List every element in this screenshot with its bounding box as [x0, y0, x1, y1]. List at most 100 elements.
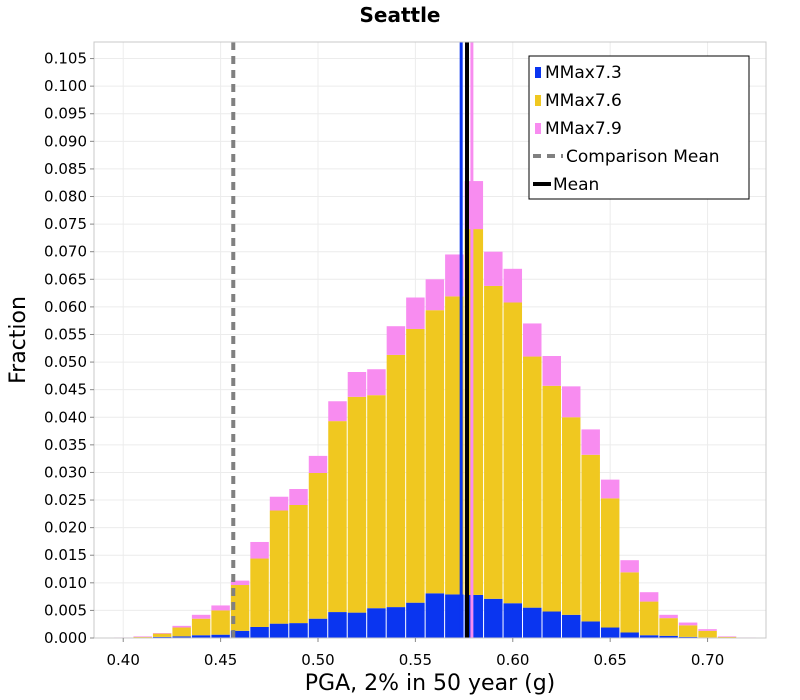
bar-mmax7-6-30: [698, 630, 717, 638]
bar-mmax7-3-3: [172, 636, 191, 638]
bar-mmax7-6-13: [367, 395, 386, 609]
bar-mmax7-6-29: [678, 625, 698, 637]
bar-mmax7-3-13: [367, 608, 386, 638]
bar-mmax7-6-10: [308, 472, 328, 619]
bar-mmax7-6-9: [289, 505, 308, 624]
bar-mmax7-6-31: [717, 636, 737, 638]
y-tick-label: 0.005: [44, 601, 87, 619]
y-tick-label: 0.080: [44, 188, 87, 206]
bar-mmax7-3-23: [561, 614, 581, 638]
bar-mmax7-6-19: [484, 285, 503, 599]
y-tick-label: 0.025: [44, 491, 87, 509]
bar-mmax7-9-17: [445, 254, 464, 297]
bar-mmax7-3-26: [620, 632, 639, 638]
bar-mmax7-6-25: [600, 498, 620, 628]
bar-mmax7-6-1: [133, 636, 152, 638]
y-tick-label: 0.015: [44, 546, 87, 564]
bar-mmax7-9-25: [600, 479, 620, 499]
bar-mmax7-6-26: [620, 572, 639, 633]
bar-mmax7-9-7: [250, 541, 269, 559]
bar-mmax7-3-6: [230, 630, 250, 638]
x-tick-label: 0.50: [301, 651, 334, 669]
y-tick-label: 0.105: [44, 50, 87, 68]
y-tick-label: 0.000: [44, 629, 87, 647]
legend-swatch-mmax7-6: [535, 95, 541, 106]
bar-mmax7-6-17: [445, 296, 464, 595]
bar-mmax7-3-25: [600, 627, 620, 638]
y-axis-title: Fraction: [6, 296, 31, 384]
bar-mmax7-3-28: [659, 635, 678, 638]
x-tick-label: 0.60: [496, 651, 529, 669]
bar-mmax7-3-24: [581, 621, 600, 638]
bar-mmax7-6-2: [152, 633, 172, 637]
y-tick-label: 0.060: [44, 298, 87, 316]
legend-label-comparison-mean: Comparison Mean: [566, 147, 720, 167]
bar-mmax7-6-11: [328, 421, 347, 613]
bar-mmax7-3-17: [445, 594, 464, 638]
bar-mmax7-6-7: [250, 558, 269, 627]
bar-mmax7-6-8: [269, 510, 289, 624]
bar-mmax7-9-18: [464, 181, 484, 230]
bar-mmax7-9-1: [133, 636, 152, 637]
bar-mmax7-9-10: [308, 455, 328, 473]
bar-mmax7-6-20: [503, 302, 523, 604]
bar-mmax7-3-29: [678, 636, 698, 638]
bar-mmax7-3-12: [347, 612, 367, 638]
bar-mmax7-3-22: [542, 611, 561, 638]
bar-mmax7-3-10: [308, 618, 328, 638]
bar-mmax7-3-21: [523, 607, 542, 638]
bar-mmax7-6-6: [230, 585, 250, 631]
legend: MMax7.3 MMax7.6 MMax7.9 Comparison Mean Mean: [528, 55, 750, 200]
bar-mmax7-3-4: [191, 635, 211, 638]
x-tick-label: 0.65: [593, 651, 626, 669]
bar-mmax7-6-4: [191, 618, 211, 636]
y-tick-label: 0.065: [44, 270, 87, 288]
bar-mmax7-3-15: [406, 602, 425, 638]
bar-mmax7-6-27: [639, 601, 659, 636]
bar-mmax7-9-11: [328, 401, 347, 422]
bar-mmax7-9-28: [659, 614, 678, 619]
bar-mmax7-6-12: [347, 396, 367, 613]
legend-label-mean: Mean: [553, 175, 599, 195]
y-tick-label: 0.045: [44, 381, 87, 399]
bar-mmax7-9-13: [367, 369, 386, 396]
reference-lines: [231, 42, 474, 638]
bar-mmax7-3-20: [503, 603, 523, 638]
bar-mmax7-3-9: [289, 623, 308, 638]
bar-mmax7-9-24: [581, 429, 600, 455]
x-tick-label: 0.70: [691, 651, 724, 669]
bar-mmax7-9-2: [152, 633, 172, 634]
x-axis-ticks: 0.40 0.45 0.50 0.55 0.60 0.65 0.70: [107, 638, 724, 669]
bar-mmax7-6-16: [425, 310, 445, 594]
bar-mmax7-6-22: [542, 385, 561, 612]
bar-mmax7-9-22: [542, 356, 561, 386]
bar-mmax7-9-31: [717, 636, 737, 637]
bar-mmax7-6-23: [561, 417, 581, 615]
bar-mmax7-9-9: [289, 489, 308, 506]
y-tick-label: 0.055: [44, 325, 87, 343]
legend-swatch-mmax7-3: [535, 67, 541, 78]
y-tick-label: 0.100: [44, 77, 87, 95]
bar-mmax7-9-21: [523, 323, 542, 357]
bar-mmax7-9-6: [230, 580, 250, 586]
y-tick-label: 0.070: [44, 243, 87, 261]
bar-mmax7-3-27: [639, 635, 659, 638]
bar-mmax7-9-29: [678, 622, 698, 626]
bar-mmax7-6-24: [581, 454, 600, 622]
chart-title: Seattle: [359, 3, 440, 27]
bar-mmax7-3-8: [269, 623, 289, 638]
bar-mmax7-9-16: [425, 279, 445, 311]
bar-mmax7-6-18: [464, 229, 484, 595]
legend-swatch-mmax7-9: [535, 123, 541, 134]
bar-mmax7-9-4: [191, 614, 211, 619]
bar-mmax7-6-14: [386, 354, 406, 608]
y-tick-label: 0.030: [44, 463, 87, 481]
legend-label-mmax7-9: MMax7.9: [545, 119, 622, 139]
bar-mmax7-9-26: [620, 560, 639, 573]
plot-border: [93, 41, 767, 639]
bar-mmax7-6-3: [172, 627, 191, 637]
legend-label-mmax7-6: MMax7.6: [545, 91, 622, 111]
y-tick-label: 0.020: [44, 519, 87, 537]
bar-mmax7-6-15: [406, 328, 425, 603]
